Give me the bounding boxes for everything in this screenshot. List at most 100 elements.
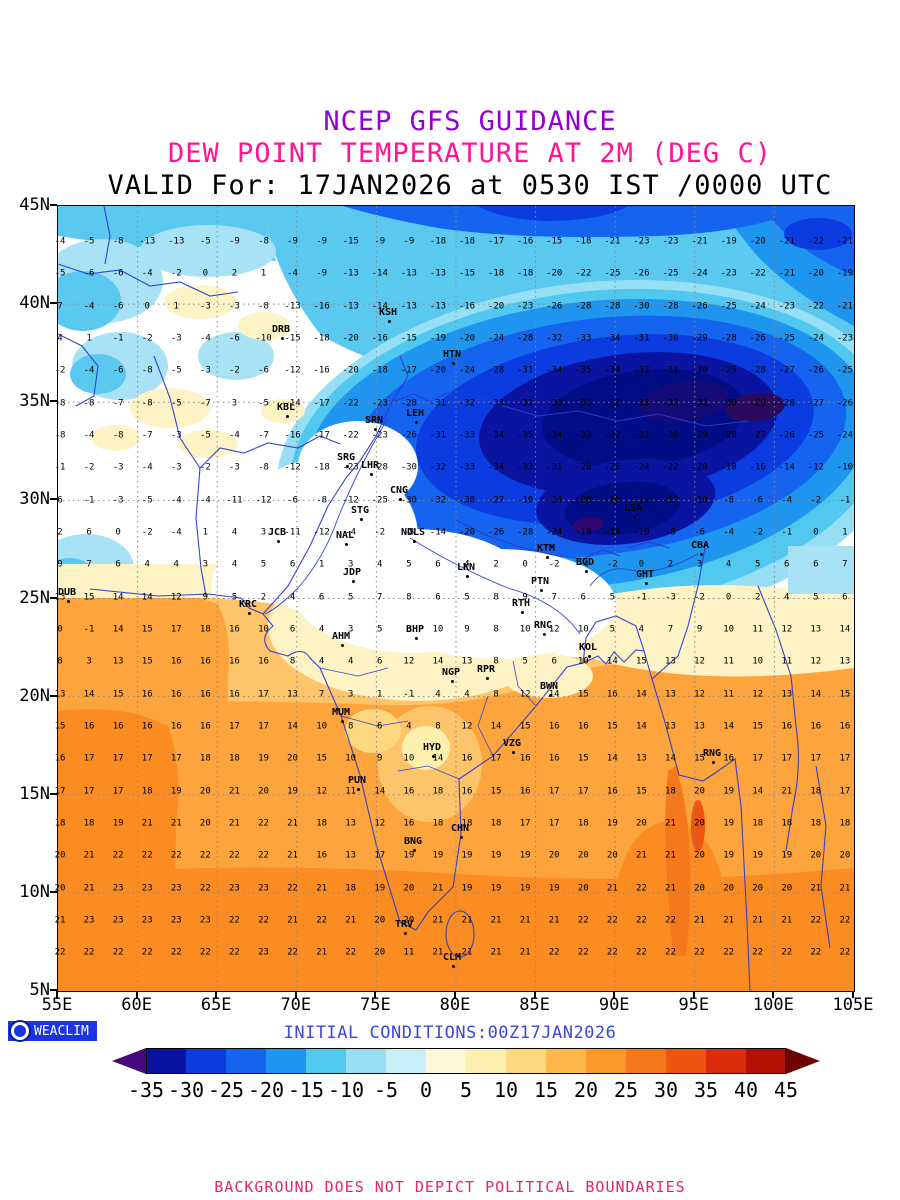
gridpoint-value: -3	[200, 302, 211, 311]
gridpoint-value: 9	[377, 754, 382, 764]
gridpoint-value: -2	[607, 560, 618, 570]
gridpoint-value: -3	[171, 334, 182, 343]
gridpoint-value: -34	[488, 431, 504, 440]
gridpoint-value: 20	[781, 884, 792, 893]
gridpoint-value: 2	[57, 528, 62, 537]
gridpoint-value: -20	[575, 496, 591, 505]
gridpoint-value: -8	[258, 237, 269, 247]
gridpoint-value: 4	[464, 560, 469, 570]
gridpoint-value: 7	[377, 593, 382, 602]
gridpoint-value: -20	[343, 366, 359, 376]
gridpoint-value: -4	[287, 269, 298, 279]
gridpoint-value: 18	[578, 819, 589, 828]
gridpoint-value: -16	[459, 302, 475, 311]
gridpoint-value: 21	[781, 916, 792, 925]
gridpoint-value: 21	[84, 884, 95, 893]
gridpoint-value: -2	[171, 269, 182, 279]
gridpoint-value: 16	[200, 657, 211, 667]
gridpoint-value: 9	[464, 625, 469, 634]
gridpoint-value: 2	[232, 269, 237, 279]
lat-tick-mark	[50, 694, 57, 697]
gridpoint-value: -11	[284, 528, 300, 537]
gridpoint-value: 21	[432, 884, 443, 893]
gridpoint-value: 12	[781, 625, 792, 634]
gridpoint-value: -27	[750, 431, 766, 440]
gridpoint-value: -29	[691, 334, 707, 343]
lat-tick-mark	[50, 989, 57, 991]
gridpoint-value: 20	[694, 819, 705, 828]
gridpoint-value: -26	[604, 463, 620, 473]
gridpoint-value: 16	[839, 722, 850, 731]
gridpoint-value: 15	[607, 722, 618, 731]
gridpoint-value: -4	[345, 528, 356, 537]
gridpoint-value: 16	[229, 690, 240, 699]
gridpoint-value: 16	[403, 787, 414, 796]
gridpoint-value: -5	[200, 431, 211, 440]
gridpoint-value: -26	[691, 302, 707, 311]
gridpoint-value: -33	[517, 463, 533, 473]
gridpoint-value: 0	[522, 560, 527, 570]
gridpoint-value: -18	[575, 237, 591, 247]
gridpoint-value: -18	[575, 528, 591, 537]
gridpoint-value: 7	[668, 625, 673, 634]
gridpoint-value: 14	[374, 787, 385, 796]
gridpoint-value: -14	[284, 399, 300, 408]
gridpoint-value: 7	[842, 560, 847, 570]
gridpoint-value: -1	[113, 334, 124, 343]
gridpoint-value: 16	[171, 690, 182, 699]
gridpoint-value: 11	[403, 948, 414, 958]
gridpoint-value: -20	[691, 463, 707, 473]
station-label: RNC	[534, 621, 552, 636]
gridpoint-value: 17	[839, 787, 850, 796]
gridpoint-value: -14	[372, 269, 388, 279]
gridpoint-value: 4	[290, 593, 295, 602]
colorbar-tick-label: 45	[774, 1079, 798, 1101]
gridpoint-value: 20	[810, 851, 821, 861]
gridpoint-value: -32	[662, 399, 678, 408]
gridpoint-value: 8	[493, 593, 498, 602]
gridpoint-value: -21	[779, 269, 795, 279]
gridpoint-value: 17	[781, 754, 792, 764]
gridpoint-value: 8	[290, 657, 295, 667]
colorbar-tick-label: 10	[494, 1079, 518, 1101]
lat-tick-label: 20N	[6, 687, 50, 705]
lon-tick-label: 100E	[743, 996, 803, 1014]
gridpoint-value: 6	[86, 528, 91, 537]
gridpoint-value: 21	[316, 948, 327, 958]
gridpoint-value: 20	[694, 884, 705, 893]
gridpoint-value: 14	[607, 657, 618, 667]
gridpoint-value: 13	[462, 657, 473, 667]
gridpoint-value: 15	[142, 625, 153, 634]
gridpoint-value: -23	[343, 463, 359, 473]
gridpoint-value: 21	[229, 819, 240, 828]
gridpoint-value: -8	[142, 399, 153, 408]
gridpoint-value: 19	[781, 851, 792, 861]
gridpoint-value: -23	[779, 302, 795, 311]
gridpoint-value: 9	[697, 625, 702, 634]
gridpoint-value: 20	[578, 884, 589, 893]
gridpoint-value: -14	[633, 496, 649, 505]
gridpoint-value: -27	[808, 399, 824, 408]
gridpoint-value: 23	[258, 948, 269, 958]
gridpoint-value: -20	[488, 302, 504, 311]
gridpoint-value: 1	[174, 302, 179, 311]
gridpoint-value: -7	[200, 399, 211, 408]
gridpoint-value: -8	[113, 237, 124, 247]
lat-tick-mark	[50, 498, 57, 501]
gridpoint-value: 12	[374, 819, 385, 828]
gridpoint-value: 8	[493, 657, 498, 667]
gridpoint-value: -26	[750, 334, 766, 343]
gridpoint-value: -20	[459, 528, 475, 537]
gridpoint-value: 21	[316, 884, 327, 893]
gridpoint-value: 1	[377, 690, 382, 699]
colorbar-tick-label: -30	[168, 1079, 204, 1101]
gridpoint-value: -31	[430, 399, 446, 408]
gridpoint-value: 13	[665, 657, 676, 667]
station-label: TRV	[395, 920, 413, 935]
gridpoint-value: 10	[258, 625, 269, 634]
gridpoint-value: -13	[343, 269, 359, 279]
station-label: RNG	[703, 749, 721, 764]
station-label: DUB	[58, 588, 76, 603]
gridpoint-value: 6	[813, 560, 818, 570]
gridpoint-value: -10	[691, 496, 707, 505]
